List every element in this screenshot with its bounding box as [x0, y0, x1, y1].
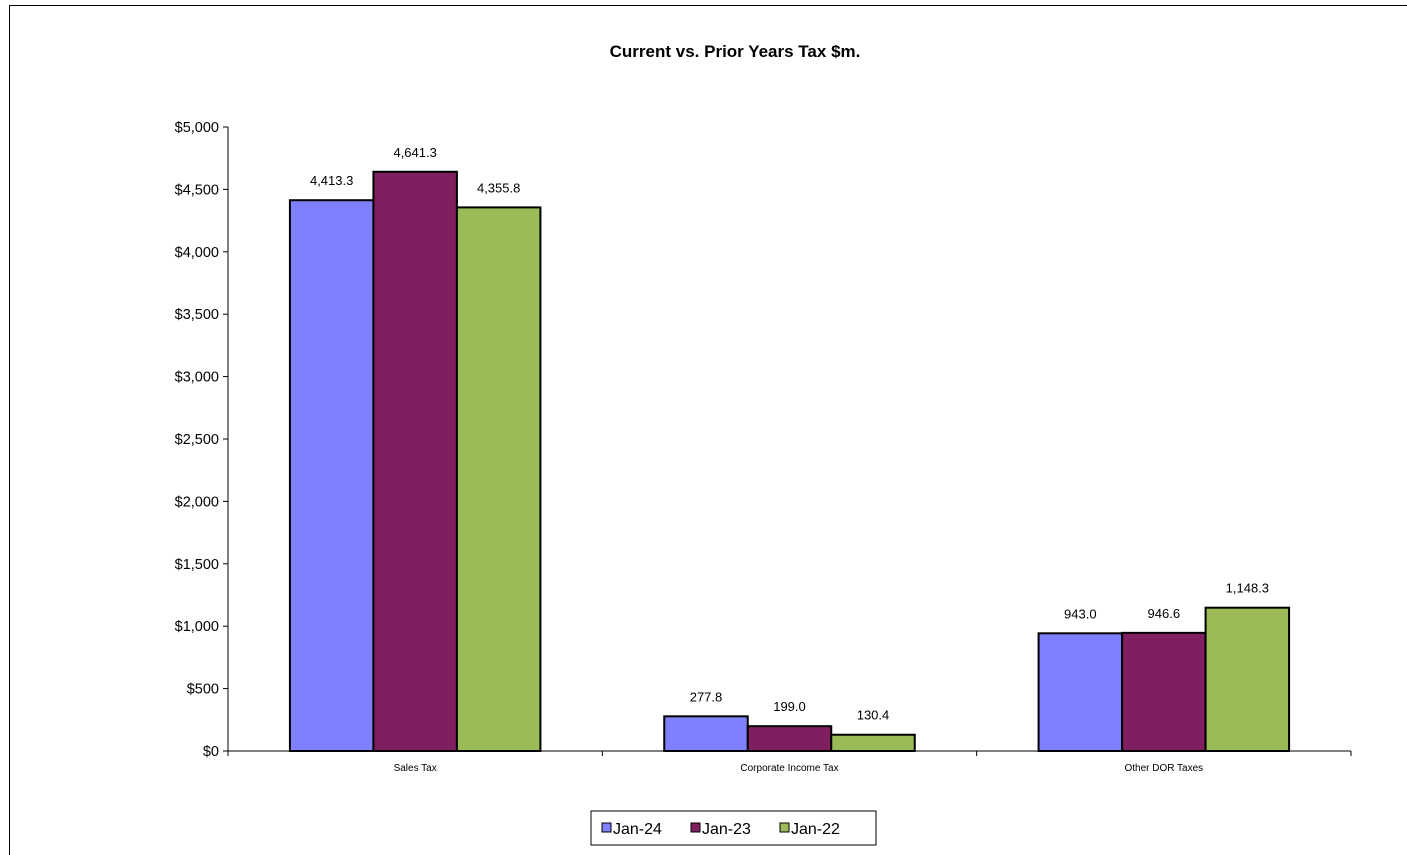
legend-label: Jan-24: [613, 821, 662, 838]
y-tick-label: $4,500: [175, 182, 219, 198]
data-label: 1,148.3: [1226, 581, 1269, 596]
y-axis: $0 $500 $1,000 $1,500 $2,000 $2,500 $3,000 $3,5…: [175, 120, 229, 760]
legend-swatch: [601, 822, 612, 833]
bar: [1204, 606, 1291, 752]
y-tick-label: $4,000: [175, 245, 219, 261]
y-tick-label: $500: [187, 682, 219, 698]
x-tick-label: Other DOR Taxes: [1124, 763, 1203, 774]
bar: [663, 715, 749, 753]
legend-label: Jan-23: [702, 821, 751, 838]
x-tick-label: Corporate Income Tax: [740, 763, 838, 774]
legend-box: [590, 810, 877, 846]
bar: [372, 170, 458, 753]
data-label: 4,413.3: [310, 173, 353, 188]
y-tick-label: $3,500: [175, 307, 219, 323]
data-label: 277.8: [690, 689, 723, 704]
data-label: 130.4: [857, 708, 890, 723]
bar: [455, 206, 542, 752]
y-tick-label: $1,000: [175, 619, 219, 635]
y-tick-label: $3,000: [175, 370, 219, 386]
bar: [746, 725, 833, 752]
data-label: 4,641.3: [393, 145, 436, 160]
data-label: 199.0: [773, 699, 806, 714]
x-axis: Sales Tax Corporate Income Tax Other DOR T…: [227, 750, 1352, 774]
bar: [288, 199, 375, 752]
legend-label: Jan-22: [791, 821, 840, 838]
data-label: 943.0: [1064, 606, 1097, 621]
data-labels: 4,413.3 277.8 943.0 4,641.3 199.0 946.6 4,355.…: [310, 145, 1269, 723]
bar: [1037, 632, 1124, 752]
y-tick-label: $2,000: [175, 494, 219, 510]
y-tick-label: $0: [203, 744, 219, 760]
data-label: 946.6: [1148, 606, 1181, 621]
y-tick-label: $2,500: [175, 432, 219, 448]
bar: [1121, 631, 1207, 752]
y-tick-label: $5,000: [175, 120, 219, 136]
chart-title: Current vs. Prior Years Tax $m.: [610, 42, 861, 61]
x-tick-label: Sales Tax: [394, 763, 437, 774]
chart-frame: [9, 5, 1407, 855]
bar: [830, 733, 916, 752]
bars: [288, 170, 1291, 753]
y-tick-label: $1,500: [175, 557, 219, 573]
data-label: 4,355.8: [477, 180, 520, 195]
legend-swatch: [779, 822, 790, 833]
legend: Jan-24 Jan-23 Jan-22: [590, 810, 877, 846]
legend-swatch: [690, 822, 701, 833]
